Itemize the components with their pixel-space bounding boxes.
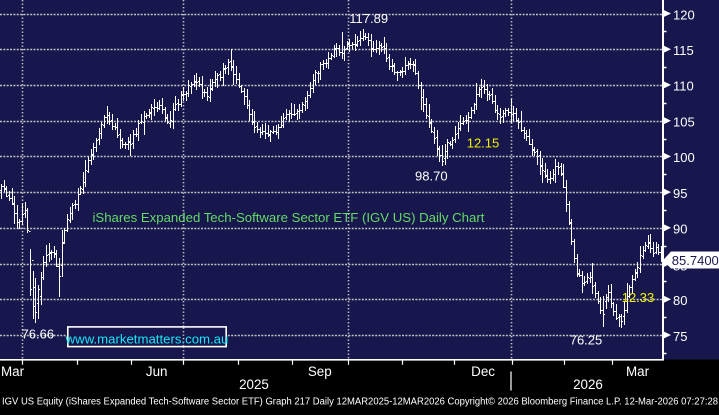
svg-text:105: 105 bbox=[673, 115, 695, 130]
svg-text:95: 95 bbox=[673, 186, 687, 201]
svg-text:Dec: Dec bbox=[471, 364, 495, 379]
svg-text:76.25: 76.25 bbox=[570, 333, 603, 348]
svg-text:76.66: 76.66 bbox=[22, 327, 55, 342]
svg-text:iShares Expanded Tech-Software: iShares Expanded Tech-Software Sector ET… bbox=[93, 210, 485, 225]
svg-text:Jun: Jun bbox=[146, 364, 168, 379]
svg-text:100: 100 bbox=[673, 150, 695, 165]
svg-text:110: 110 bbox=[673, 79, 694, 94]
svg-text:75: 75 bbox=[673, 329, 687, 344]
svg-text:90: 90 bbox=[673, 222, 687, 237]
svg-text:80: 80 bbox=[673, 293, 687, 308]
svg-text:Mar: Mar bbox=[1, 364, 25, 379]
svg-text:115: 115 bbox=[673, 43, 694, 58]
svg-text:98.70: 98.70 bbox=[415, 169, 448, 184]
svg-text:Sep: Sep bbox=[308, 364, 332, 379]
svg-text:12.33: 12.33 bbox=[622, 290, 655, 305]
svg-text:12.15: 12.15 bbox=[467, 136, 500, 151]
svg-text:2025: 2025 bbox=[239, 377, 269, 392]
svg-text:www.marketmatters.com.au: www.marketmatters.com.au bbox=[65, 332, 229, 347]
svg-text:85.7400: 85.7400 bbox=[672, 253, 719, 268]
svg-text:Mar: Mar bbox=[626, 364, 650, 379]
svg-text:2026: 2026 bbox=[573, 377, 603, 392]
svg-text:117.89: 117.89 bbox=[349, 11, 388, 26]
svg-text:120: 120 bbox=[673, 7, 695, 22]
svg-text:IGV US Equity (iShares Expande: IGV US Equity (iShares Expanded Tech-Sof… bbox=[2, 397, 718, 408]
